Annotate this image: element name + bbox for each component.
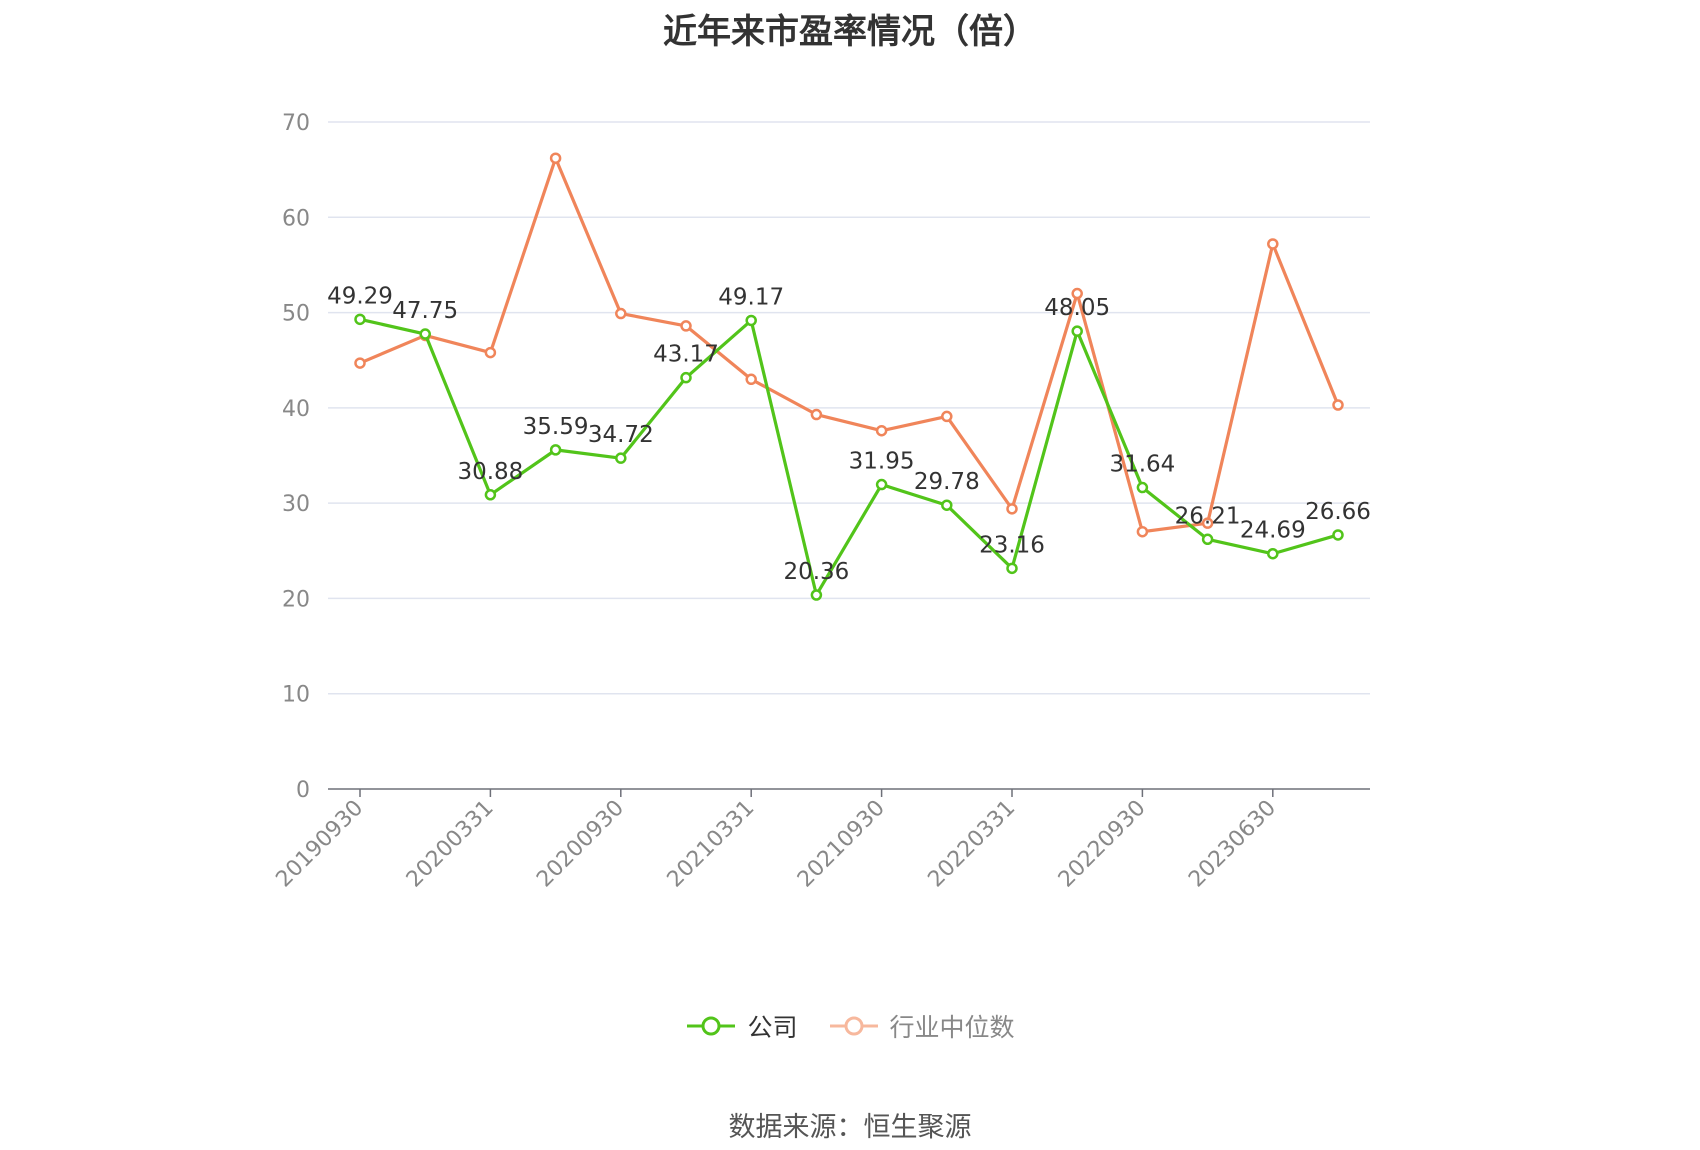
data-label-14: 24.69 (1240, 518, 1306, 544)
series-1-point-8 (875, 424, 888, 437)
series-0-point-8 (875, 478, 888, 491)
series-1-point-3 (549, 152, 562, 164)
y-tick-label-7: 70 (282, 111, 310, 136)
data-label-4: 34.72 (588, 422, 654, 448)
legend-label-company: 公司 (747, 1013, 798, 1042)
data-label-11: 48.05 (1044, 295, 1110, 321)
series-0-point-14 (1267, 547, 1279, 560)
series-1-point-12 (1136, 525, 1149, 538)
series-1-point-15 (1332, 399, 1344, 411)
series-1-point-2 (484, 346, 497, 359)
y-tick-label-6: 60 (282, 206, 310, 231)
legend-item-industry-median[interactable]: 行业中位数 (828, 1008, 1015, 1044)
x-tick-label-8: 20210930 (793, 796, 890, 893)
series-1-point-14 (1267, 238, 1279, 250)
series-0-point-10 (1006, 562, 1018, 575)
x-tick-label-14: 20230630 (1184, 796, 1281, 893)
y-tick-label-2: 20 (282, 587, 310, 612)
legend-swatch-company (687, 1016, 736, 1036)
series-0-point-2 (484, 489, 497, 501)
legend-label-industry-median: 行业中位数 (889, 1013, 1015, 1042)
series-0-point-4 (615, 452, 627, 464)
x-tick-label-10: 20220331 (923, 796, 1020, 893)
chart-title: 近年来市盈率情况（倍） (663, 12, 1037, 52)
data-label-2: 30.88 (457, 459, 523, 485)
y-tick-label-1: 10 (282, 683, 310, 708)
series-line-1 (359, 156, 1340, 534)
series-0-point-5 (680, 371, 692, 384)
x-tick-label-12: 20220930 (1054, 796, 1151, 893)
data-label-15: 26.66 (1305, 499, 1371, 525)
data-label-10: 23.16 (979, 532, 1045, 558)
data-label-8: 31.95 (849, 449, 915, 475)
x-tick-label-4: 20200930 (532, 796, 629, 893)
series-1-point-5 (680, 320, 692, 332)
series-0-point-12 (1136, 481, 1149, 494)
y-tick-label-0: 0 (296, 778, 310, 803)
legend-item-company[interactable]: 公司 (685, 1008, 798, 1044)
series-0-point-1 (419, 328, 431, 340)
series-1-point-11 (1071, 287, 1083, 300)
x-tick-label-2: 20200331 (402, 796, 499, 893)
series-1-point-7 (810, 408, 823, 421)
y-tick-label-4: 40 (282, 397, 310, 422)
series-1-point-13 (1201, 517, 1214, 529)
data-label-5: 43.17 (653, 342, 719, 368)
series-1-point-6 (745, 373, 757, 386)
y-tick-label-5: 50 (282, 302, 310, 327)
data-source: 数据来源：恒生聚源 (728, 1112, 972, 1143)
data-label-3: 35.59 (523, 414, 589, 440)
data-label-0: 49.29 (327, 283, 393, 309)
data-label-6: 49.17 (718, 284, 784, 310)
series-0-point-7 (810, 589, 823, 601)
data-label-13: 26.21 (1175, 503, 1241, 529)
series-0-point-6 (745, 314, 757, 327)
data-label-9: 29.78 (914, 469, 980, 495)
series-0-point-15 (1332, 529, 1344, 541)
series-1-point-10 (1006, 503, 1018, 515)
series-0-point-11 (1071, 325, 1083, 337)
data-label-12: 31.64 (1109, 452, 1175, 478)
series-0-point-13 (1201, 533, 1214, 546)
series-1-point-9 (941, 410, 953, 423)
data-label-1: 47.75 (392, 298, 458, 324)
data-label-7: 20.36 (783, 559, 849, 585)
legend: 公司 行业中位数 (0, 1008, 1700, 1044)
series-line-0 (359, 317, 1339, 597)
x-tick-label-0: 20190930 (271, 796, 368, 893)
x-tick-label-6: 20210331 (663, 796, 760, 893)
series-0-point-9 (941, 499, 953, 511)
y-tick-label-3: 30 (282, 492, 310, 517)
series-1-point-4 (615, 307, 627, 320)
series-1-point-0 (354, 357, 366, 369)
series-0-point-0 (354, 313, 366, 326)
legend-swatch-industry-median (829, 1016, 878, 1036)
series-0-point-3 (549, 444, 562, 456)
